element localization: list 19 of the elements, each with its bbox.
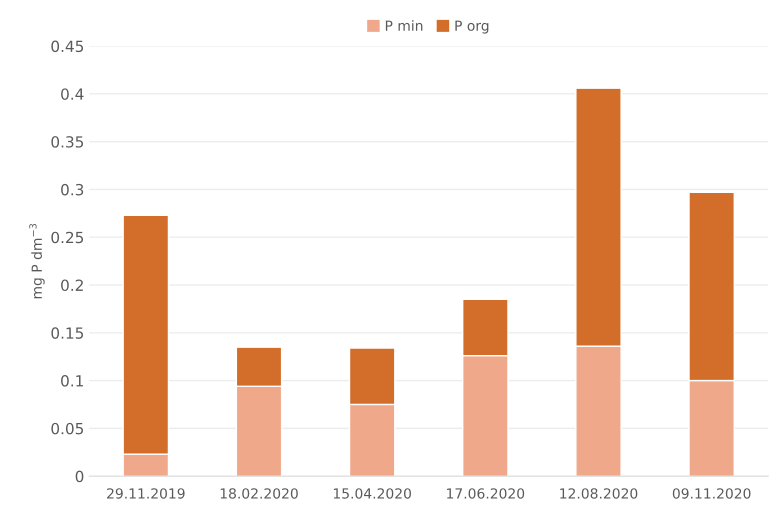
x-tick-label: 09.11.2020 (672, 488, 750, 499)
y-tick-label: 0.2 (61, 279, 83, 292)
y-tick-label: 0.3 (61, 184, 84, 196)
legend-label: P org (455, 20, 488, 34)
y-axis-title: mg P dm$^{−3}$ (29, 224, 45, 298)
legend-label: P min (386, 20, 422, 31)
y-tick-label: 0.05 (51, 422, 84, 434)
x-tick-label: 29.11.2019 (107, 488, 185, 499)
y-tick-label: 0.15 (51, 327, 84, 339)
y-tick-label: 0.35 (51, 136, 84, 148)
y-tick-label: 0.4 (61, 88, 84, 100)
x-tick-label: 18.02.2020 (220, 488, 298, 499)
y-tick-label: 0 (76, 470, 84, 482)
x-tick-label: 17.06.2020 (447, 488, 524, 499)
x-tick-label: 12.08.2020 (560, 488, 638, 499)
y-tick-label: 0.1 (61, 375, 83, 387)
y-tick-label: 0.45 (51, 40, 84, 52)
x-tick-label: 15.04.2020 (334, 488, 411, 499)
y-tick-label: 0.25 (51, 232, 84, 244)
